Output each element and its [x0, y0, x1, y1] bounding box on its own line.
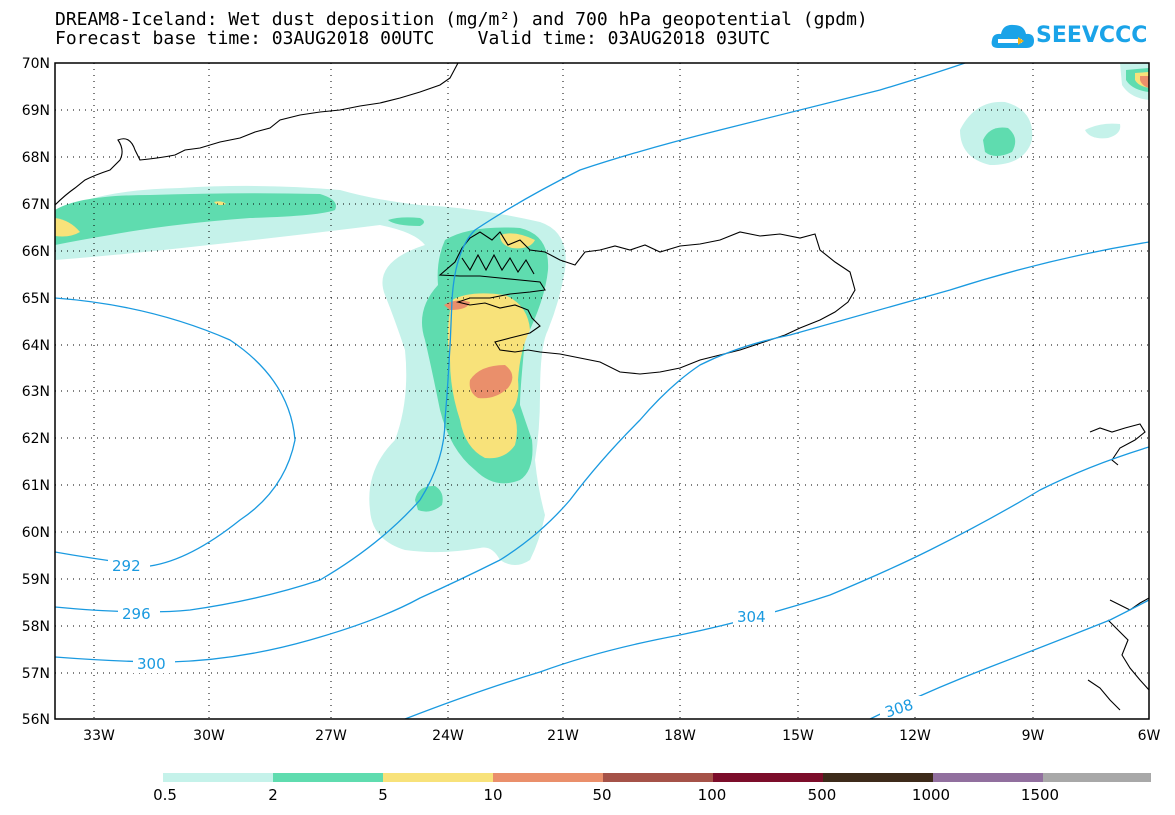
lat-label: 57N	[22, 666, 50, 682]
lat-label: 60N	[22, 525, 50, 541]
lat-label: 66N	[22, 244, 50, 260]
deposition-area-very-high	[469, 365, 513, 399]
legend-colorbar	[163, 773, 1151, 782]
deposition-area-very-high	[1140, 76, 1149, 88]
deposition-area-low	[1085, 123, 1121, 139]
greenland-coast	[55, 63, 459, 206]
contour-308	[869, 599, 1149, 719]
contour-labels: 292 296 300 304 308	[108, 555, 922, 721]
iceland-westfjords	[461, 253, 535, 275]
deposition-area-medium	[415, 485, 443, 512]
scotland-coast	[1087, 597, 1149, 711]
contour-label-296: 296	[122, 605, 151, 623]
lat-label: 68N	[22, 150, 50, 166]
lon-label: 9W	[1022, 728, 1045, 744]
contour-300	[55, 241, 1149, 663]
contour-label-304: 304	[737, 608, 766, 626]
lat-label: 65N	[22, 291, 50, 307]
legend-label: 2	[268, 786, 278, 804]
legend-swatch	[823, 773, 933, 782]
cloud-icon	[991, 24, 1034, 48]
map-frame	[54, 62, 1150, 720]
legend-label: 1500	[1020, 786, 1060, 804]
lon-label: 24W	[432, 728, 464, 744]
lat-label: 70N	[22, 56, 50, 72]
lon-label: 12W	[899, 728, 931, 744]
deposition-area-medium	[55, 193, 336, 245]
legend-label: 50	[592, 786, 612, 804]
lat-label: 59N	[22, 572, 50, 588]
legend-swatch	[933, 773, 1043, 782]
lat-label: 67N	[22, 197, 50, 213]
legend-label: 10	[483, 786, 503, 804]
legend-swatch	[1043, 773, 1151, 782]
contour-292	[55, 297, 296, 567]
legend-swatch	[383, 773, 493, 782]
legend-label: 1000	[911, 786, 951, 804]
lat-label: 69N	[22, 103, 50, 119]
lon-label: 30W	[193, 728, 225, 744]
legend-label: 5	[378, 786, 388, 804]
lon-label: 15W	[782, 728, 814, 744]
legend-label: 500	[807, 786, 837, 804]
legend-swatch	[603, 773, 713, 782]
lon-label: 33W	[83, 728, 115, 744]
lat-label: 62N	[22, 431, 50, 447]
longitude-labels: 33W 30W 27W 24W 21W 18W 15W 12W 9W 6W	[83, 728, 1160, 744]
faroe-islands	[1089, 423, 1146, 466]
latitude-labels: 70N 69N 68N 67N 66N 65N 64N 63N 62N 61N …	[22, 56, 50, 728]
lon-label: 21W	[547, 728, 579, 744]
lat-label: 61N	[22, 478, 50, 494]
contour-label-292: 292	[112, 557, 141, 575]
dust-deposition-field	[55, 63, 1149, 565]
map-subtitle: Forecast base time: 03AUG2018 00UTC Vali…	[55, 28, 771, 49]
lat-label: 64N	[22, 338, 50, 354]
logo-text: SEEVCCC	[1036, 23, 1148, 48]
legend-swatch	[493, 773, 603, 782]
map-title: DREAM8-Iceland: Wet dust deposition (mg/…	[55, 9, 868, 30]
contour-296	[55, 63, 966, 613]
legend-swatch	[163, 773, 273, 782]
iceland-coast	[438, 231, 856, 375]
legend-swatch	[713, 773, 823, 782]
legend-swatch	[273, 773, 383, 782]
seevccc-logo: SEEVCCC	[990, 18, 1147, 54]
lat-label: 56N	[22, 712, 50, 728]
lon-label: 6W	[1138, 728, 1161, 744]
legend-label: 100	[697, 786, 727, 804]
coastlines	[55, 63, 1149, 711]
legend-label: 0.5	[153, 786, 177, 804]
deposition-area-high	[55, 218, 80, 237]
lat-label: 63N	[22, 384, 50, 400]
contour-label-300: 300	[137, 655, 166, 673]
lon-label: 18W	[664, 728, 696, 744]
deposition-area-medium	[983, 127, 1016, 156]
contour-304	[404, 446, 1149, 719]
lon-label: 27W	[315, 728, 347, 744]
deposition-area-medium	[388, 217, 424, 226]
lat-label: 58N	[22, 619, 50, 635]
